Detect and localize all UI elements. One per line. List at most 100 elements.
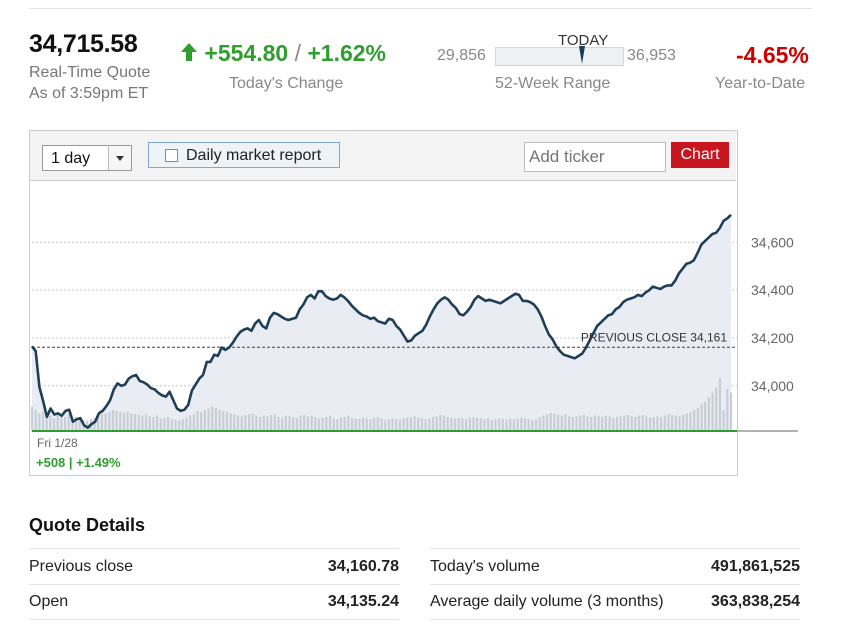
volume-bar: [284, 415, 287, 431]
volume-bar: [384, 419, 387, 431]
volume-bar: [597, 416, 600, 431]
volume-bar: [682, 414, 685, 431]
volume-bar: [53, 418, 56, 431]
volume-bar: [97, 415, 100, 431]
realtime-label: Real-Time Quote: [29, 64, 151, 81]
volume-bar: [288, 416, 291, 431]
volume-bar: [707, 397, 710, 431]
volume-bar: [417, 417, 420, 431]
volume-bar: [545, 414, 549, 431]
previous-close-label: PREVIOUS CLOSE 34,161: [581, 330, 727, 344]
volume-bar: [476, 417, 479, 431]
volume-bar: [726, 389, 729, 431]
range-today-label: TODAY: [558, 32, 609, 49]
period-select[interactable]: 1 day: [42, 145, 132, 171]
volume-bar: [630, 416, 633, 431]
volume-bar: [248, 414, 251, 431]
volume-bar: [413, 416, 416, 431]
volume-bar: [144, 414, 148, 431]
volume-bar: [590, 417, 593, 431]
volume-bar: [244, 414, 247, 431]
volume-bar: [490, 419, 493, 431]
details-divider: [430, 619, 800, 620]
volume-bar: [395, 419, 398, 431]
intraday-chart: PREVIOUS CLOSE 34,161 34,600 34,400 34,200 3…: [30, 213, 798, 470]
volume-bar: [465, 419, 468, 431]
volume-bar: [534, 419, 538, 431]
volume-bar: [137, 414, 140, 431]
volume-bar: [262, 415, 265, 431]
volume-bar: [718, 378, 722, 431]
volume-bar: [310, 415, 313, 431]
volume-bar: [156, 415, 159, 431]
volume-bar: [38, 413, 41, 431]
volume-bar: [729, 392, 733, 431]
volume-bar: [178, 420, 181, 431]
volume-bar: [428, 418, 431, 431]
volume-bar: [104, 413, 107, 431]
volume-bar: [108, 412, 111, 431]
volume-bar: [479, 418, 482, 431]
volume-bar: [255, 415, 258, 431]
detail-value-avg-volume: 363,838,254: [711, 593, 800, 610]
range-low: 29,856: [437, 47, 486, 64]
price-line: [30, 213, 732, 429]
y-tick-label: 34,000: [751, 378, 794, 394]
volume-bar: [538, 417, 541, 431]
volume-bar: [270, 414, 273, 431]
volume-bar: [575, 416, 578, 431]
volume-bar: [214, 407, 217, 431]
volume-bar: [409, 417, 412, 431]
volume-bar: [626, 414, 630, 431]
up-arrow-icon: [180, 40, 204, 66]
volume-bar: [557, 414, 560, 431]
todays-change-label: Today's Change: [229, 75, 344, 92]
volume-bar: [619, 416, 622, 431]
volume-bar: [671, 414, 674, 431]
volume-bar: [700, 404, 703, 431]
details-divider: [430, 584, 800, 585]
volume-bar: [634, 417, 637, 431]
volume-bar: [531, 419, 534, 431]
chart-button[interactable]: Chart: [671, 142, 729, 168]
volume-bar: [483, 419, 486, 431]
ytd-label: Year-to-Date: [715, 75, 806, 92]
volume-bar: [181, 419, 184, 431]
daily-report-toggle[interactable]: Daily market report: [148, 142, 340, 168]
volume-bar: [424, 419, 427, 431]
last-price: 34,715.58: [29, 30, 138, 58]
volume-bar: [111, 410, 114, 431]
volume-bar: [233, 414, 236, 431]
daily-report-checkbox[interactable]: [165, 149, 178, 162]
volume-bar: [656, 416, 659, 431]
add-ticker-input[interactable]: [524, 142, 666, 172]
volume-bar: [130, 413, 133, 431]
chart-panel: [29, 130, 738, 476]
volume-bar: [343, 417, 346, 431]
quote-details-title: Quote Details: [29, 515, 146, 535]
volume-bar: [358, 419, 361, 431]
volume-bar: [450, 417, 453, 431]
volume-bar: [663, 415, 666, 431]
period-select-value: 1 day: [51, 150, 91, 167]
volume-bar: [509, 418, 512, 431]
volume-bar: [553, 413, 556, 431]
volume-bar: [251, 413, 254, 431]
volume-bar: [641, 414, 644, 431]
session-change: +508 | +1.49%: [36, 455, 121, 470]
volume-bar: [501, 419, 504, 431]
volume-bar: [115, 410, 118, 431]
volume-bar: [454, 418, 457, 431]
volume-bar: [391, 418, 394, 431]
volume-bar: [579, 415, 582, 431]
volume-bar: [236, 415, 240, 431]
y-tick-label: 34,400: [751, 282, 794, 298]
volume-bar: [487, 418, 490, 431]
volume-bar: [218, 410, 221, 431]
volume-bar: [645, 416, 648, 431]
details-divider: [29, 584, 399, 585]
chevron-down-icon[interactable]: [108, 146, 131, 170]
volume-bar: [498, 418, 501, 431]
detail-value-open: 34,135.24: [327, 593, 399, 610]
volume-bar: [93, 418, 96, 431]
